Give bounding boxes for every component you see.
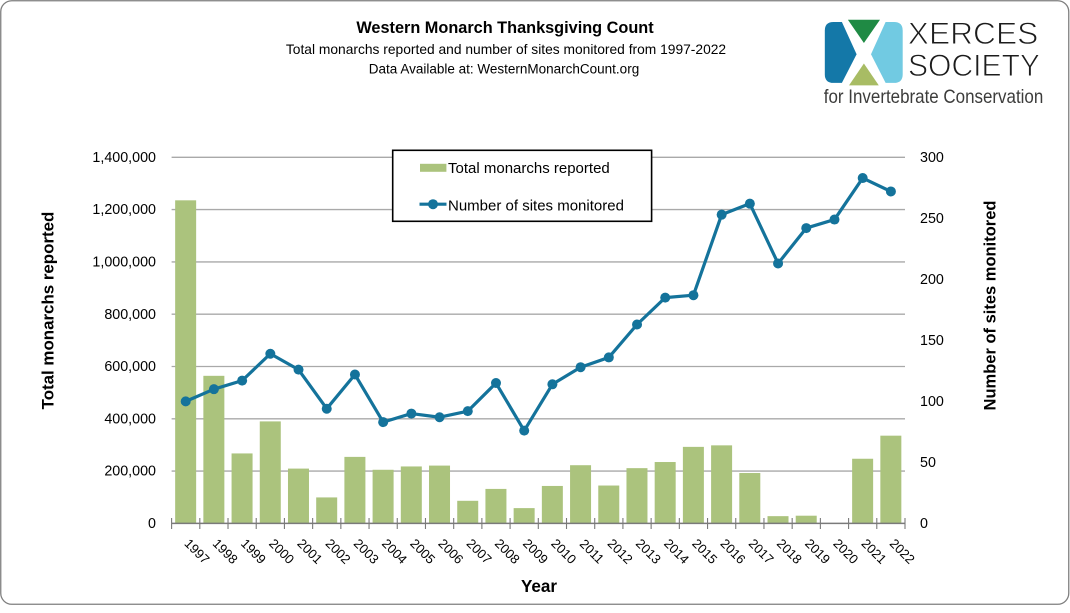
svg-text:SOCIETY: SOCIETY (908, 47, 1040, 83)
svg-text:XERCES: XERCES (908, 15, 1039, 51)
svg-text:0: 0 (920, 516, 928, 532)
svg-text:Number of sites monitored: Number of sites monitored (448, 197, 624, 214)
svg-text:1,400,000: 1,400,000 (92, 150, 156, 166)
svg-text:150: 150 (920, 333, 944, 349)
svg-text:50: 50 (920, 455, 936, 471)
svg-text:1,200,000: 1,200,000 (92, 202, 156, 218)
svg-text:0: 0 (148, 516, 156, 532)
svg-text:Year: Year (521, 577, 557, 596)
svg-text:1,000,000: 1,000,000 (92, 255, 156, 271)
svg-text:250: 250 (920, 211, 944, 227)
svg-text:400,000: 400,000 (104, 411, 156, 427)
svg-text:800,000: 800,000 (104, 307, 156, 323)
svg-text:Total monarchs reported: Total monarchs reported (39, 212, 58, 410)
svg-text:Data Available at: WesternMona: Data Available at: WesternMonarchCount.o… (369, 61, 639, 76)
svg-text:for Invertebrate Conservation: for Invertebrate Conservation (824, 86, 1044, 108)
svg-text:200,000: 200,000 (104, 464, 156, 480)
svg-text:600,000: 600,000 (104, 359, 156, 375)
svg-text:Number of sites monitored: Number of sites monitored (982, 201, 1000, 411)
svg-text:200: 200 (920, 272, 944, 288)
svg-text:Western Monarch Thanksgiving C: Western Monarch Thanksgiving Count (356, 19, 654, 37)
svg-text:100: 100 (920, 394, 944, 410)
svg-text:Total monarchs reported and nu: Total monarchs reported and number of si… (286, 42, 726, 57)
svg-text:300: 300 (920, 150, 944, 166)
svg-text:Total monarchs reported: Total monarchs reported (448, 160, 610, 177)
